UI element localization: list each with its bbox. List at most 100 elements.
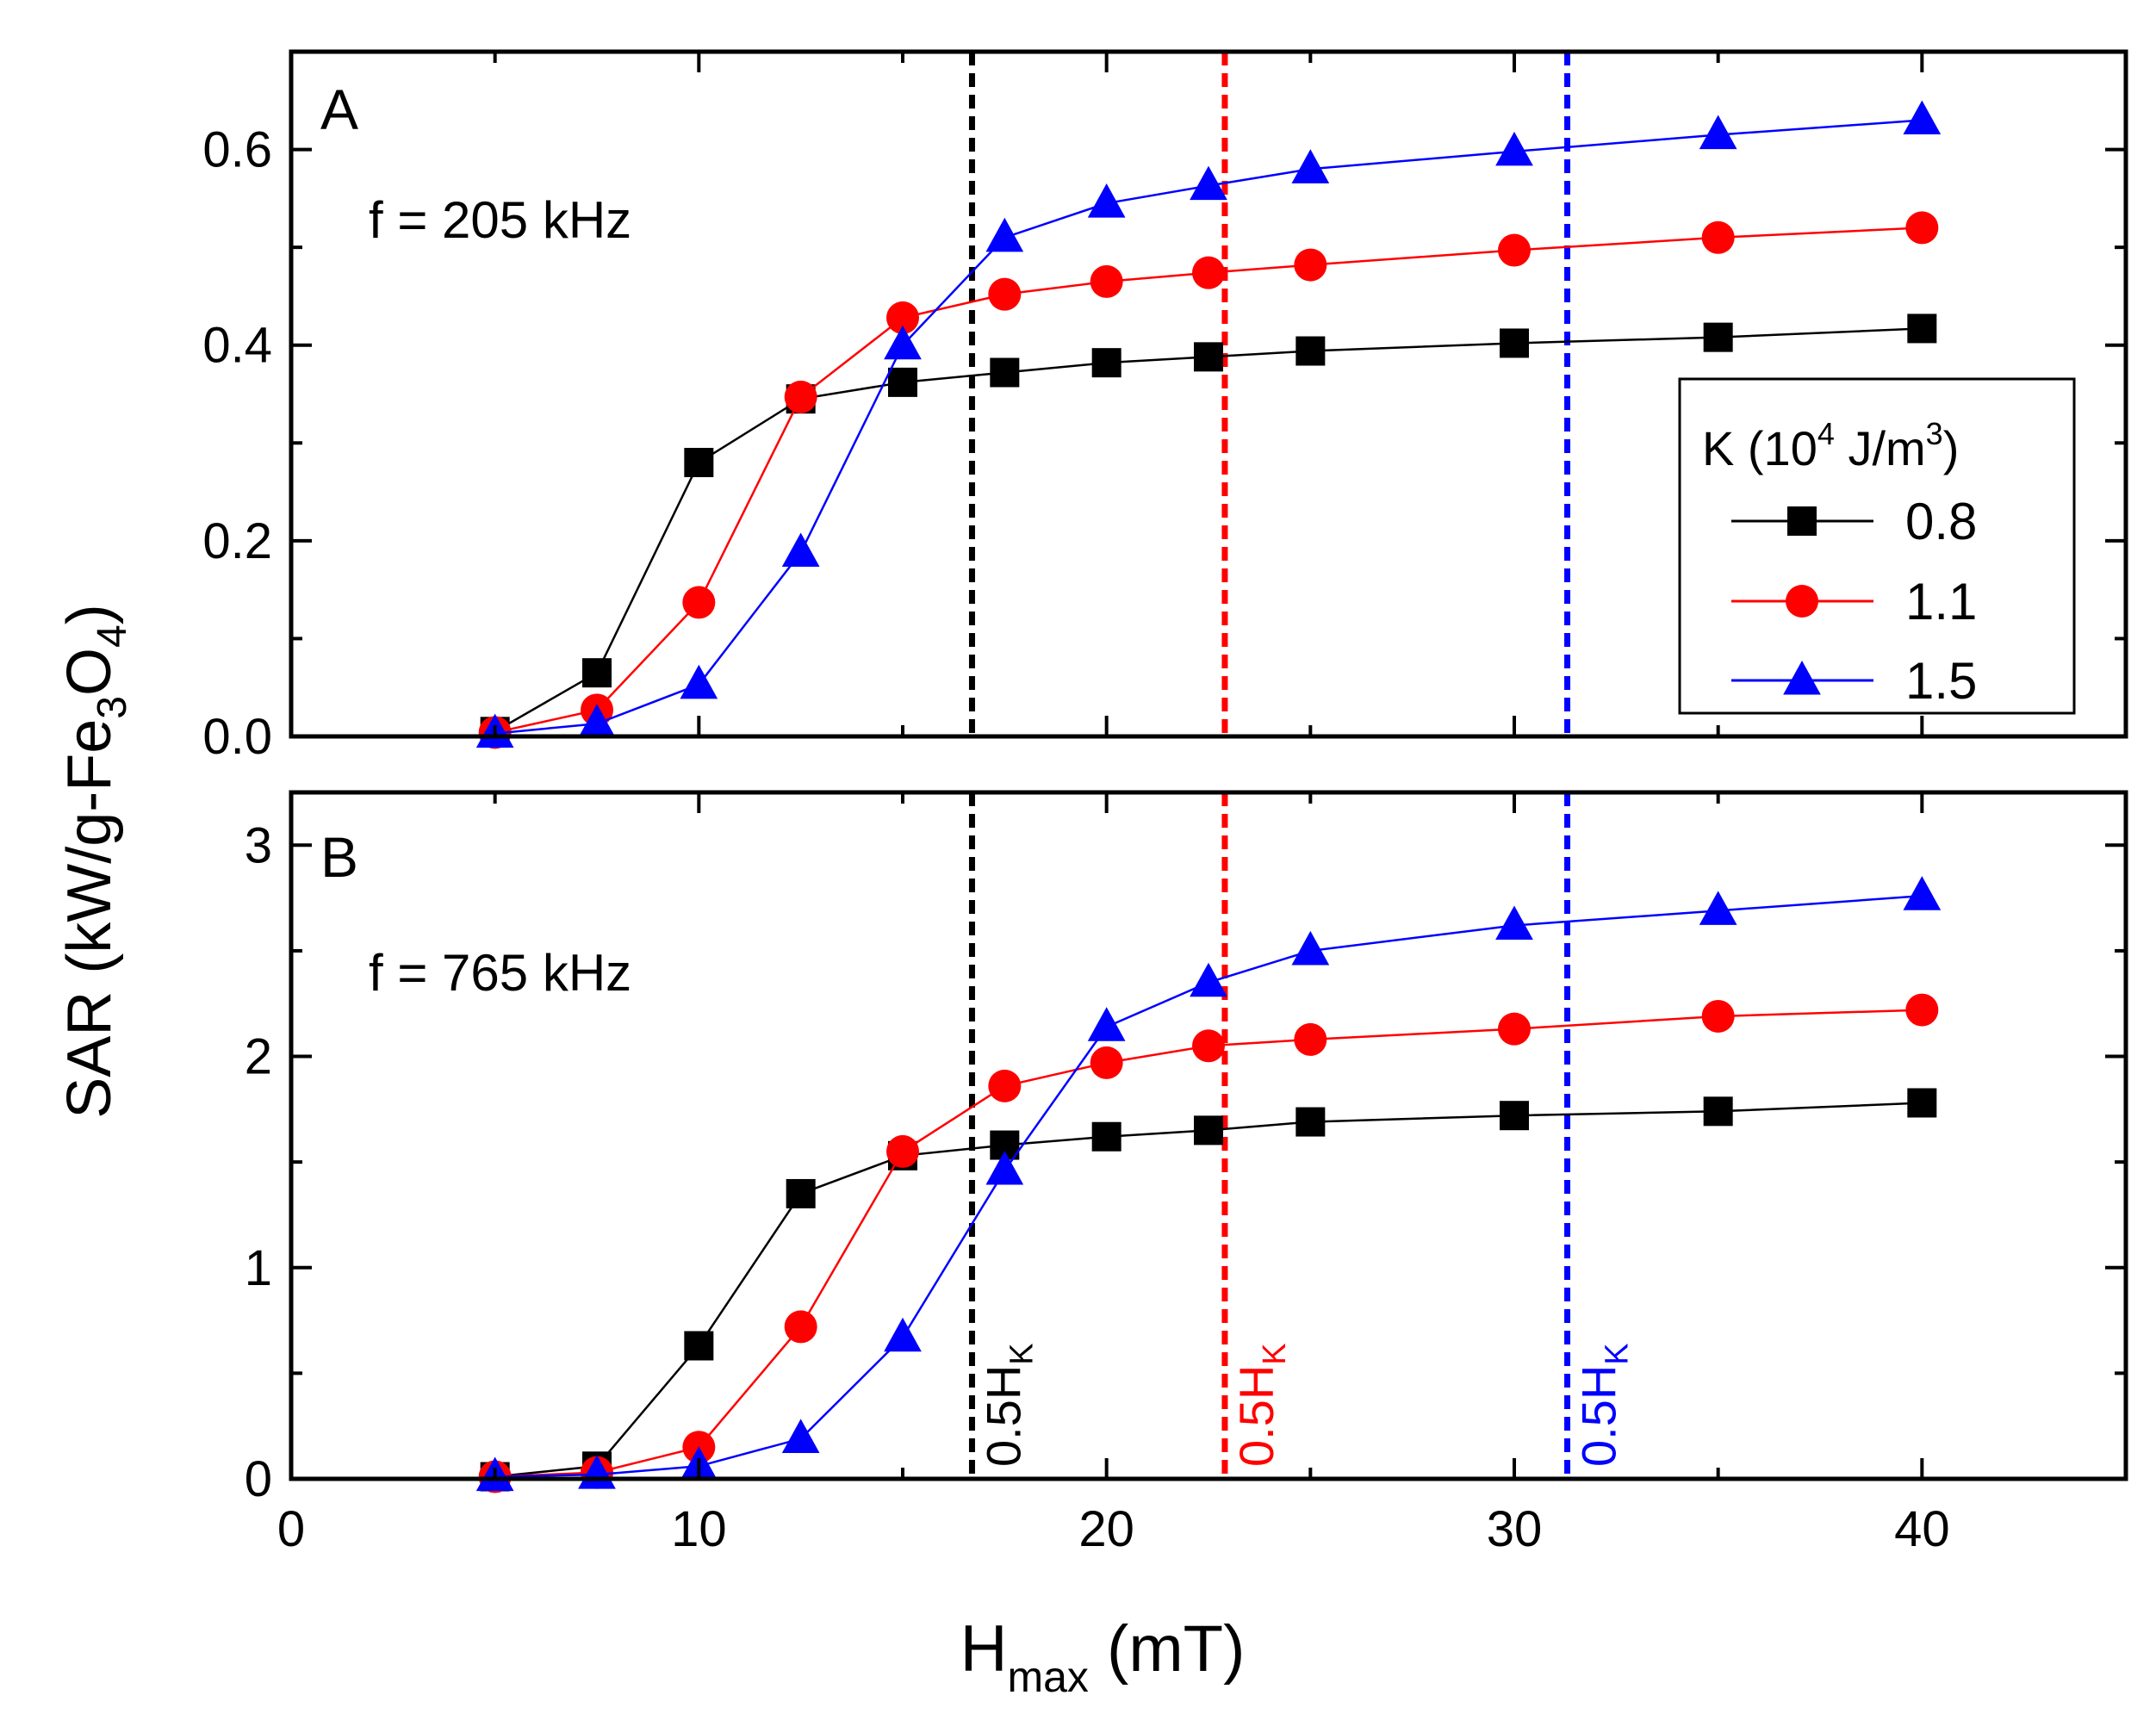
panel-a-ytick-label-2: 0.4 [202, 318, 272, 374]
legend-marker-0 [1787, 506, 1817, 536]
panel-b-point-0-11 [1907, 1088, 1937, 1118]
panel-a-series [475, 100, 1942, 749]
legend-title-sup-1: 4 [1817, 416, 1835, 451]
panel-a-point-2-2 [680, 664, 718, 699]
panel-b-axes: 0 10 20 30 40 0 1 2 3 [245, 790, 2128, 1557]
y-axis-label-mid: O [55, 648, 124, 696]
hk-label-main: 0.5H [1572, 1365, 1626, 1467]
panel-b-xtick-label-4: 40 [1894, 1501, 1950, 1557]
panel-b-point-0-8 [1295, 1107, 1326, 1137]
y-axis-label-end: ) [55, 604, 124, 624]
panel-a-ytick-label-0: 0.0 [202, 709, 272, 765]
panel-b-point-2-11 [1903, 876, 1942, 910]
panel-a-point-1-6 [1090, 264, 1123, 298]
panel-b-xtick-label-1: 10 [671, 1501, 727, 1557]
panel-b-frequency-annotation: f = 765 kHz [369, 944, 631, 1002]
panel-b-point-1-5 [988, 1069, 1022, 1102]
panel-b-point-0-7 [1194, 1115, 1223, 1146]
panel-a-point-0-7 [1194, 342, 1223, 372]
panel-a-axes: 0.0 0.2 0.4 0.6 [202, 49, 2128, 765]
panel-b-label: B [320, 825, 358, 889]
panel-a-point-1-11 [1905, 211, 1939, 245]
legend-title-pre: K (10 [1702, 421, 1817, 475]
panel-a-point-0-9 [1500, 328, 1529, 358]
panel-b-xtick-label-0: 0 [277, 1501, 305, 1557]
panel-a-frequency-annotation: f = 205 kHz [369, 191, 631, 249]
panel-b-point-1-11 [1905, 993, 1939, 1027]
panel-a-point-0-4 [888, 367, 917, 397]
y-axis-label-main: SAR (kW/g-Fe [55, 719, 124, 1119]
panel-a-point-1-5 [988, 277, 1022, 311]
legend: K (104 J/m3) 0.8 1.1 1.5 [1678, 377, 2076, 715]
panel-a-point-1-8 [1294, 248, 1327, 282]
panel-b-point-2-5 [985, 1150, 1024, 1185]
legend-box [1678, 377, 2076, 715]
panel-a-ytick-label-1: 0.2 [202, 513, 272, 569]
panel-a-series-line-0 [494, 327, 1923, 733]
legend-marker-2 [1783, 661, 1821, 695]
panel-a-point-2-6 [1087, 183, 1126, 218]
panel-b-series-line-0 [494, 1102, 1923, 1478]
legend-label-2: 1.5 [1905, 652, 1977, 710]
legend-label-1: 1.1 [1905, 573, 1977, 630]
panel-a-point-0-5 [990, 357, 1020, 388]
legend-title-mid: J/m [1835, 421, 1926, 475]
panel-b-point-2-10 [1699, 891, 1737, 925]
legend-label-0: 0.8 [1905, 493, 1977, 550]
y-axis-label-sub-1: 3 [90, 696, 135, 719]
panel-b-point-0-10 [1703, 1096, 1733, 1127]
panel-a-point-0-1 [582, 658, 612, 688]
panel-b-ytick-label-1: 1 [245, 1240, 272, 1296]
panel-b-series-1.5 [475, 876, 1942, 1492]
panel-a-point-0-2 [684, 448, 714, 477]
legend-marker-1 [1786, 585, 1818, 618]
panel-b-point-1-4 [886, 1134, 919, 1168]
panel-b-point-0-3 [786, 1178, 816, 1208]
x-axis-label: Hmax (mT) [960, 1612, 1246, 1701]
panel-b-ytick-label-2: 2 [245, 1029, 272, 1085]
panel-a-point-1-7 [1192, 256, 1225, 289]
panel-b-point-0-6 [1091, 1121, 1121, 1152]
panel-a-point-1-10 [1701, 220, 1735, 254]
legend-title-sup-2: 3 [1926, 416, 1943, 451]
panel-a-point-2-7 [1190, 165, 1227, 201]
panel-a-point-2-5 [985, 217, 1024, 252]
panel-b-xtick-label-3: 30 [1487, 1501, 1543, 1557]
panel-b-point-1-3 [784, 1310, 817, 1344]
panel-a-point-1-4 [886, 301, 919, 334]
panel-a-ytick-label-3: 0.6 [202, 122, 272, 178]
panel-b-series-line-2 [494, 894, 1923, 1478]
hk-label-sub: K [1600, 1343, 1636, 1364]
panel-b-series [475, 876, 1942, 1493]
legend-title-end: ) [1943, 421, 1960, 475]
hk-label-sub: K [1257, 1343, 1293, 1364]
panel-a-point-2-3 [781, 532, 820, 568]
panel-b-frame [289, 790, 2128, 1481]
panel-a-vlines [968, 52, 1571, 736]
panel-a-series-0.8 [480, 314, 1937, 747]
panel-b-point-1-10 [1701, 999, 1735, 1033]
panel-a-label: A [320, 78, 358, 141]
panel-b-point-2-9 [1495, 905, 1533, 941]
panel-a-point-2-1 [578, 704, 616, 738]
panel-a-series-line-1 [494, 227, 1923, 734]
panel-a-point-2-10 [1699, 115, 1737, 150]
panel-b-point-0-2 [684, 1331, 714, 1361]
panel-b-xtick-label-2: 20 [1078, 1501, 1134, 1557]
panel-b-point-2-7 [1190, 962, 1227, 997]
x-axis-label-main: H [960, 1612, 1008, 1686]
panel-a-point-1-2 [682, 586, 716, 619]
panel-b-point-1-6 [1090, 1046, 1123, 1079]
panel-a-point-2-9 [1495, 131, 1533, 166]
hk-label-main: 0.5H [976, 1365, 1030, 1467]
legend-title: K (104 J/m3) [1702, 416, 1959, 475]
legend-entries: 0.8 1.1 1.5 [1731, 493, 1977, 710]
panel-b-vline-label-1: 0.5HK [1229, 1343, 1293, 1467]
panel-a-point-2-11 [1903, 100, 1942, 135]
panel-a-point-0-6 [1091, 348, 1121, 378]
x-axis-label-sub: max [1007, 1653, 1088, 1701]
panel-a-series-line-2 [494, 119, 1923, 735]
